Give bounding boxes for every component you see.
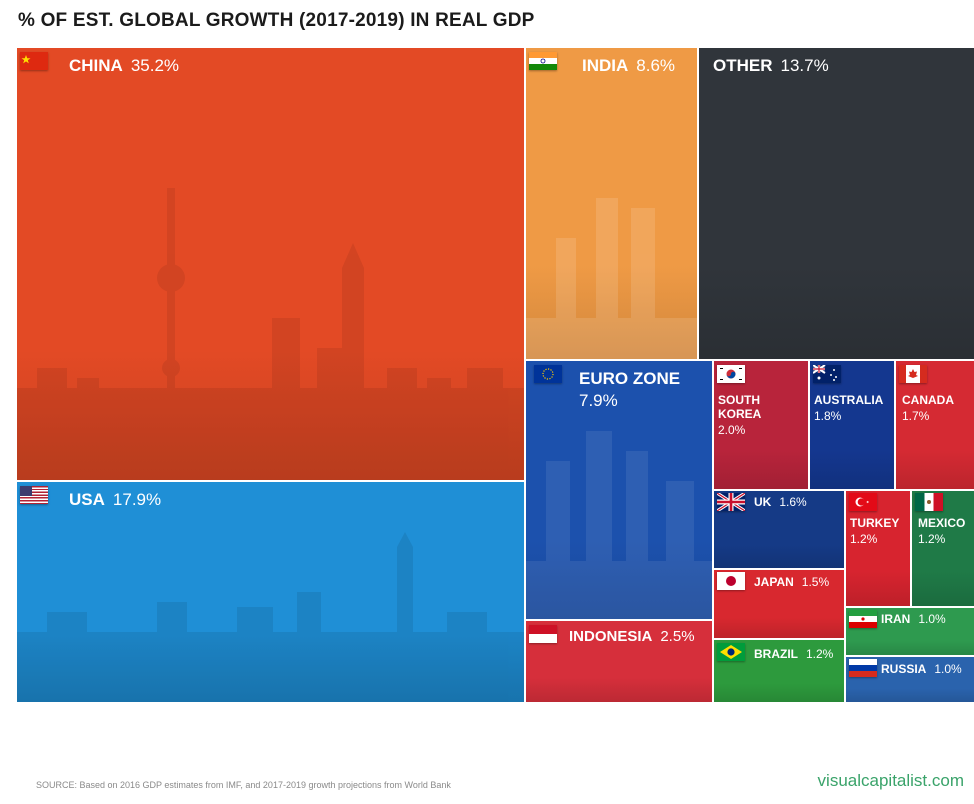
australia-name: AUSTRALIA: [814, 393, 884, 407]
turkey-name: TURKEY: [850, 516, 900, 530]
iran-pct: 1.0%: [918, 612, 946, 626]
brazil-flag-icon: [717, 643, 745, 661]
other-pct: 13.7%: [780, 56, 829, 75]
canada-name: CANADA: [902, 393, 954, 407]
india-flag-icon: [529, 52, 557, 70]
usa-label: USA 17.9%: [69, 490, 161, 510]
uk-label: UK 1.6%: [754, 495, 807, 510]
india-skyline-image: [526, 198, 697, 359]
canada-flag-icon: [899, 365, 927, 383]
euro-zone-label: EURO ZONE 7.9%: [579, 369, 680, 410]
russia-label: RUSSIA 1.0%: [881, 662, 962, 677]
mexico-name: MEXICO: [918, 516, 966, 530]
usa-name: USA: [69, 490, 105, 509]
indonesia-pct: 2.5%: [660, 628, 695, 645]
iran-flag-icon: [849, 610, 877, 628]
shanghai-skyline-image: [17, 188, 524, 480]
mexico-flag-icon: [915, 493, 943, 511]
turkey-pct: 1.2%: [850, 531, 878, 546]
canada-pct: 1.7%: [902, 408, 930, 423]
treemap-cell-uk: UK 1.6%: [714, 491, 844, 568]
treemap-cell-turkey: TURKEY 1.2%: [846, 491, 910, 606]
russia-pct: 1.0%: [934, 662, 962, 676]
usa-pct: 17.9%: [112, 490, 162, 509]
india-label: INDIA 8.6%: [582, 56, 675, 76]
euro-zone-name: EURO ZONE: [579, 369, 681, 388]
australia-pct: 1.8%: [814, 408, 842, 423]
australia-flag-icon: [812, 364, 841, 383]
indonesia-name: INDONESIA: [569, 628, 653, 645]
turkey-label: TURKEY 1.2%: [850, 516, 900, 547]
brazil-label: BRAZIL 1.2%: [754, 647, 834, 662]
treemap-cell-russia: RUSSIA 1.0%: [846, 657, 974, 702]
euro-flag-icon: [534, 365, 562, 383]
treemap-cell-japan: JAPAN 1.5%: [714, 570, 844, 638]
new-york-skyline-image: [17, 532, 524, 702]
uk-name: UK: [754, 495, 772, 509]
uk-flag-icon: [716, 491, 746, 513]
iran-label: IRAN 1.0%: [881, 612, 946, 627]
treemap-cell-usa: USA 17.9%: [17, 482, 524, 702]
euro-zone-skyline-image: [526, 431, 712, 619]
brand-logo-text: visualcapitalist.com: [817, 771, 964, 790]
china-name: CHINA: [69, 56, 123, 75]
japan-flag-icon: [717, 572, 745, 590]
euro-zone-pct: 7.9%: [579, 390, 618, 410]
south-korea-flag-icon: [717, 365, 745, 383]
mexico-label: MEXICO 1.2%: [918, 516, 966, 547]
japan-name: JAPAN: [754, 575, 794, 589]
mexico-pct: 1.2%: [918, 531, 946, 546]
india-pct: 8.6%: [636, 56, 676, 75]
other-label: OTHER 13.7%: [713, 56, 829, 76]
china-pct: 35.2%: [130, 56, 180, 75]
china-flag-icon: [20, 52, 48, 70]
treemap-cell-euro-zone: EURO ZONE 7.9%: [526, 361, 712, 619]
china-label: CHINA 35.2%: [69, 56, 179, 76]
treemap-cell-south-korea: SOUTH KOREA 2.0%: [714, 361, 808, 489]
treemap-cell-iran: IRAN 1.0%: [846, 608, 974, 655]
uk-pct: 1.6%: [779, 495, 807, 509]
indonesia-label: INDONESIA 2.5%: [569, 628, 695, 645]
treemap-cell-india: INDIA 8.6%: [526, 48, 697, 359]
japan-pct: 1.5%: [801, 575, 830, 589]
indonesia-flag-icon: [529, 625, 557, 643]
russia-name: RUSSIA: [881, 662, 927, 676]
source-note: SOURCE: Based on 2016 GDP estimates from…: [36, 780, 451, 790]
australia-label: AUSTRALIA 1.8%: [814, 393, 884, 424]
brazil-name: BRAZIL: [754, 647, 798, 661]
iran-name: IRAN: [881, 612, 911, 626]
south-korea-name-line2: KOREA: [718, 406, 762, 421]
turkey-flag-icon: [849, 493, 877, 511]
canada-label: CANADA 1.7%: [902, 393, 954, 424]
chart-title: % OF EST. GLOBAL GROWTH (2017-2019) IN R…: [18, 10, 535, 31]
japan-label: JAPAN 1.5%: [754, 575, 830, 590]
treemap-cell-indonesia: INDONESIA 2.5%: [526, 621, 712, 702]
india-name: INDIA: [582, 56, 629, 75]
treemap-cell-canada: CANADA 1.7%: [896, 361, 974, 489]
south-korea-pct: 2.0%: [718, 422, 746, 437]
russia-flag-icon: [849, 659, 877, 677]
usa-flag-icon: [20, 486, 48, 504]
treemap-cell-china: CHINA 35.2%: [17, 48, 524, 480]
treemap-cell-australia: AUSTRALIA 1.8%: [810, 361, 894, 489]
south-korea-name-line1: SOUTH: [718, 393, 760, 407]
treemap-cell-brazil: BRAZIL 1.2%: [714, 640, 844, 702]
treemap-cell-other: OTHER 13.7%: [699, 48, 974, 359]
other-name: OTHER: [713, 56, 773, 75]
brazil-pct: 1.2%: [806, 647, 834, 661]
treemap-cell-mexico: MEXICO 1.2%: [912, 491, 974, 606]
south-korea-label: SOUTH KOREA 2.0%: [718, 393, 762, 437]
